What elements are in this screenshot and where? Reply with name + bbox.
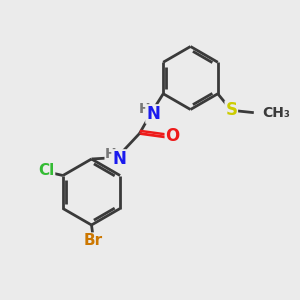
- Text: N: N: [146, 105, 160, 123]
- Text: H: H: [139, 102, 151, 116]
- Text: CH₃: CH₃: [262, 106, 290, 120]
- Text: O: O: [165, 127, 180, 145]
- Text: Br: Br: [83, 233, 103, 248]
- Text: H: H: [105, 148, 117, 161]
- Text: Cl: Cl: [38, 164, 55, 178]
- Text: N: N: [112, 150, 126, 168]
- Text: S: S: [225, 101, 237, 119]
